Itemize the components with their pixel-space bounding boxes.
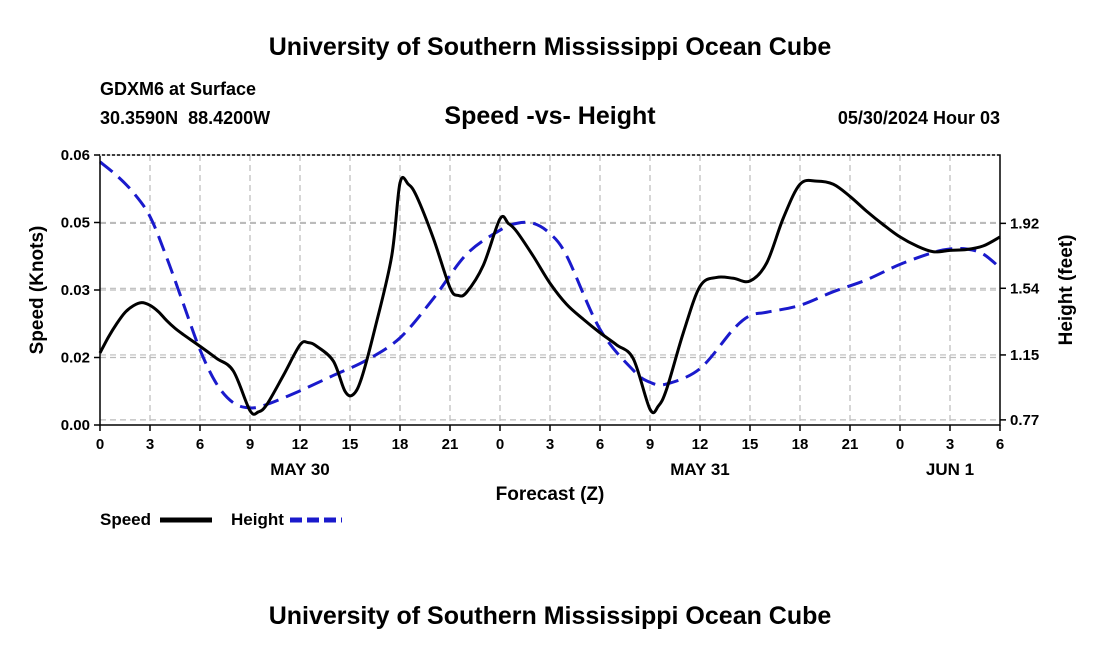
speed-series-line (98, 175, 1001, 416)
x-tick-label: 3 (946, 436, 954, 453)
main-title: University of Southern Mississippi Ocean… (269, 33, 832, 61)
x-date-label: JUN 1 (926, 460, 974, 479)
x-tick-label: 15 (742, 436, 759, 453)
y-left-tick-label: 0.02 (61, 350, 90, 367)
height-series-line (99, 160, 1001, 410)
x-tick-label: 3 (146, 436, 154, 453)
legend-height-label: Height (231, 510, 284, 529)
x-tick-label: 0 (96, 436, 104, 453)
y-right-tick-label: 1.15 (1010, 347, 1039, 364)
footer-title: University of Southern Mississippi Ocean… (269, 602, 832, 630)
y-left-tick-label: 0.00 (61, 417, 90, 434)
x-tick-label: 0 (496, 436, 504, 453)
legend-speed-label: Speed (100, 510, 151, 529)
coords-label: 30.3590N 88.4200W (100, 108, 270, 128)
y-left-tick-label: 0.06 (61, 147, 90, 164)
grid (100, 155, 1000, 425)
chart-title: Speed -vs- Height (444, 102, 656, 130)
x-tick-label: 6 (596, 436, 604, 453)
y-right-axis-label: Height (feet) (1056, 235, 1077, 346)
x-tick-label: 9 (246, 436, 254, 453)
x-date-label: MAY 31 (670, 460, 730, 479)
y-right-ticks: 0.77 1.15 1.54 1.92 (1000, 215, 1040, 429)
x-tick-label: 18 (792, 436, 809, 453)
series-layer (98, 160, 1001, 416)
x-axis-ticks: 0 3 6 9 12 15 18 21 0 3 6 9 12 15 18 21 0 3 6 (96, 425, 1004, 453)
x-tick-label: 18 (392, 436, 409, 453)
x-tick-label: 21 (442, 436, 459, 453)
x-tick-label: 12 (692, 436, 709, 453)
y-left-axis-label: Speed (Knots) (27, 226, 48, 355)
x-tick-label: 21 (842, 436, 859, 453)
y-left-ticks: 0.00 0.02 0.03 0.05 0.06 (61, 147, 100, 434)
x-tick-label: 6 (996, 436, 1004, 453)
x-date-labels: MAY 30 MAY 31 JUN 1 (270, 460, 974, 479)
x-tick-label: 12 (292, 436, 309, 453)
x-date-label: MAY 30 (270, 460, 330, 479)
x-tick-label: 6 (196, 436, 204, 453)
x-tick-label: 0 (896, 436, 904, 453)
y-left-tick-label: 0.03 (61, 282, 90, 299)
x-tick-label: 3 (546, 436, 554, 453)
x-tick-label: 15 (342, 436, 359, 453)
y-right-tick-label: 1.54 (1010, 280, 1040, 297)
y-right-tick-label: 0.77 (1010, 412, 1039, 429)
date-label: 05/30/2024 Hour 03 (838, 108, 1000, 128)
x-axis-label: Forecast (Z) (496, 484, 605, 505)
y-right-tick-label: 1.92 (1010, 215, 1039, 232)
legend: Speed Height (100, 510, 342, 529)
y-left-tick-label: 0.05 (61, 215, 90, 232)
x-tick-label: 9 (646, 436, 654, 453)
station-label: GDXM6 at Surface (100, 79, 256, 99)
